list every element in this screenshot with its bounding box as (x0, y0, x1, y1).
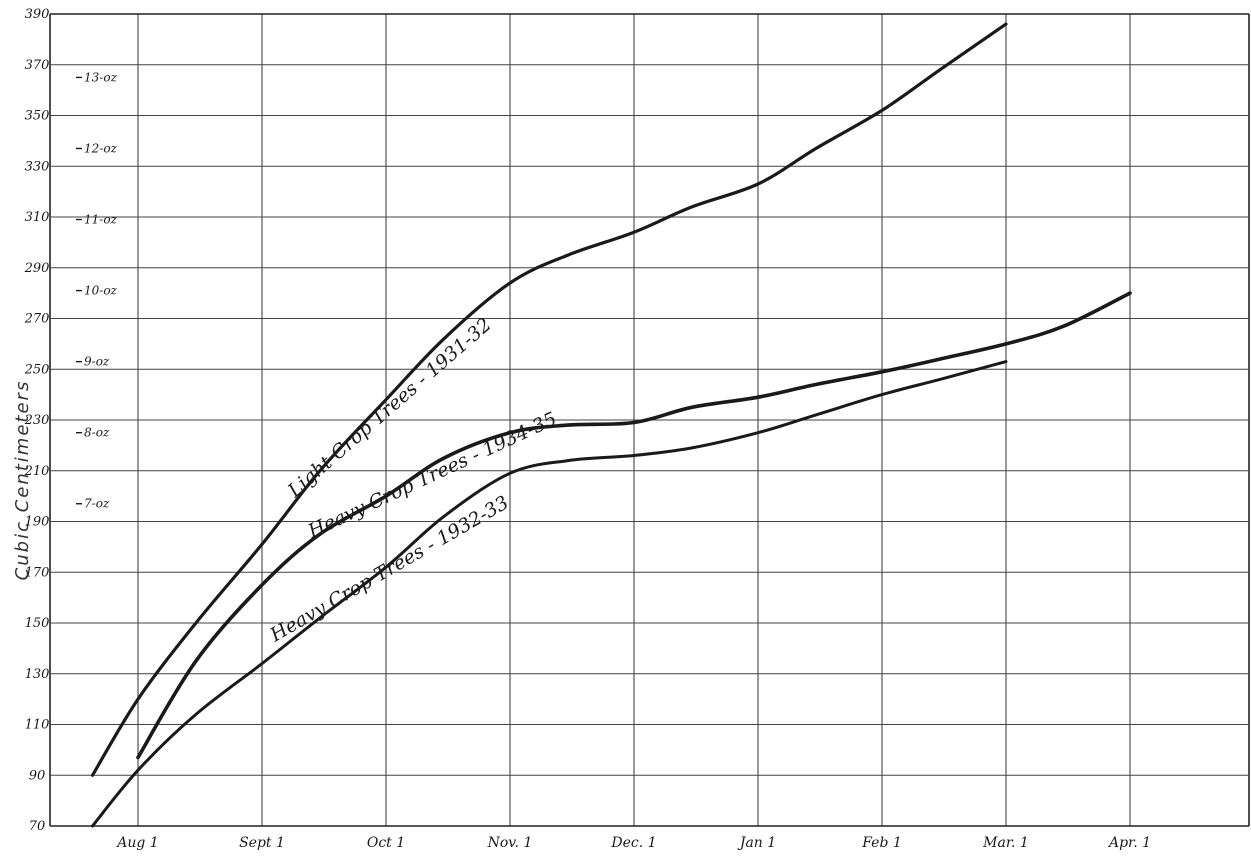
y-tick-label: 370 (25, 58, 50, 73)
ounce-tick-label: 10-oz (84, 284, 118, 298)
x-tick-label: Feb 1 (861, 835, 902, 851)
y-tick-label: 250 (24, 362, 50, 377)
y-tick-label: 350 (25, 109, 50, 124)
y-tick-label: 290 (24, 261, 50, 276)
ounce-tick-label: 7-oz (84, 497, 110, 511)
x-tick-label: Sept 1 (239, 835, 285, 851)
x-tick-label: Oct 1 (367, 835, 405, 851)
ounce-scale-ticks: 7-oz 8-oz 9-oz 10-oz 11-oz 12-oz 13-oz (76, 70, 118, 511)
x-tick-label: Apr. 1 (1107, 835, 1151, 851)
y-tick-label: 230 (24, 413, 50, 428)
y-axis-label: Cubic Centimeters (12, 380, 33, 581)
heavy-crop-1932-33-line (91, 360, 1008, 828)
y-tick-label: 330 (25, 159, 50, 174)
y-tick-label: 190 (25, 515, 50, 530)
x-tick-label: Mar. 1 (982, 835, 1029, 851)
chart-series (90, 22, 1132, 828)
heavy-crop-1934-35-line (136, 291, 1132, 760)
y-tick-label: 110 (25, 718, 50, 733)
ounce-tick-label: 12-oz (84, 141, 118, 155)
curve-label: Heavy Crop Trees - 1934-35 (304, 408, 560, 543)
x-axis-ticks: Aug 1 Sept 1 Oct 1 Nov. 1 Dec. 1 Jan 1 Feb 1 Ma… (115, 835, 1151, 851)
y-tick-label: 70 (29, 819, 46, 834)
x-tick-label: Jan 1 (737, 835, 776, 851)
y-tick-label: 270 (24, 312, 50, 327)
y-tick-label: 130 (25, 667, 50, 682)
y-tick-label: 210 (24, 464, 50, 479)
chart-grid (49, 13, 1250, 827)
ounce-tick-label: 9-oz (84, 355, 110, 369)
x-tick-label: Aug 1 (115, 835, 158, 851)
y-tick-label: 390 (25, 7, 50, 22)
y-tick-label: 310 (25, 210, 50, 225)
y-tick-label: 90 (29, 768, 46, 783)
ounce-tick-label: 8-oz (84, 426, 110, 440)
y-axis-ticks: 70 90 110 130 150 170 190 210 230 250 270 290 310 330… (24, 7, 50, 834)
curve-label: Light Crop Trees - 1931-32 (283, 314, 496, 503)
x-tick-label: Nov. 1 (487, 835, 533, 851)
x-tick-label: Dec. 1 (610, 835, 656, 851)
light-crop-1931-32-line (90, 22, 1008, 777)
ounce-tick-label: 13-oz (84, 70, 118, 84)
y-tick-label: 150 (25, 616, 50, 631)
y-tick-label: 170 (25, 565, 50, 580)
ounce-tick-label: 11-oz (84, 213, 118, 227)
